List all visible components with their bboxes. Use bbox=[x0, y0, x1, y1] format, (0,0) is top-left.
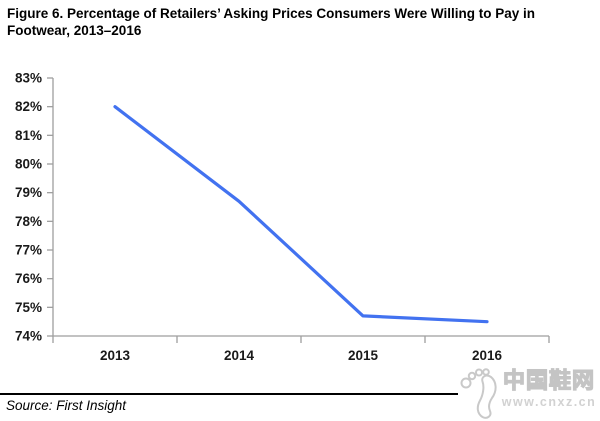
y-tick-label: 83% bbox=[15, 71, 42, 86]
y-tick-label: 78% bbox=[15, 214, 42, 229]
y-tick-label: 76% bbox=[15, 271, 42, 286]
axes bbox=[47, 77, 550, 343]
y-tick-label: 82% bbox=[15, 99, 42, 114]
y-tick-label: 74% bbox=[15, 329, 42, 344]
figure-title-line-1: Figure 6. Percentage of Retailers’ Askin… bbox=[7, 6, 536, 21]
y-axis-labels: 83% 82% 81% 80% 79% 78% 77% 76% 75% 74% bbox=[15, 71, 42, 344]
x-tick-label: 2015 bbox=[348, 348, 379, 363]
x-tick-label: 2013 bbox=[100, 348, 131, 363]
y-tick-label: 79% bbox=[15, 185, 42, 200]
data-series bbox=[113, 105, 489, 324]
source-divider bbox=[0, 393, 600, 395]
source-note: Source: First Insight bbox=[6, 398, 127, 413]
y-tick-label: 75% bbox=[15, 300, 42, 315]
x-tick-label: 2014 bbox=[224, 348, 255, 363]
data-series-line bbox=[113, 105, 489, 324]
watermark-text: 中国鞋网 www.cnxz.cn bbox=[498, 364, 600, 409]
y-tick-label: 77% bbox=[15, 243, 42, 258]
x-tick-label: 2016 bbox=[472, 348, 503, 363]
watermark: 中国鞋网 www.cnxz.cn bbox=[458, 364, 600, 421]
x-axis-labels: 2013 2014 2015 2016 bbox=[100, 348, 503, 363]
watermark-site-name: 中国鞋网 bbox=[502, 368, 595, 393]
watermark-site-url: www.cnxz.cn bbox=[501, 395, 597, 409]
y-tick-label: 81% bbox=[15, 128, 42, 143]
figure-title-line-2: Footwear, 2013–2016 bbox=[7, 23, 142, 38]
footprint-icon bbox=[460, 368, 497, 419]
figure-title: Figure 6. Percentage of Retailers’ Askin… bbox=[7, 5, 595, 39]
y-tick-label: 80% bbox=[15, 157, 42, 172]
